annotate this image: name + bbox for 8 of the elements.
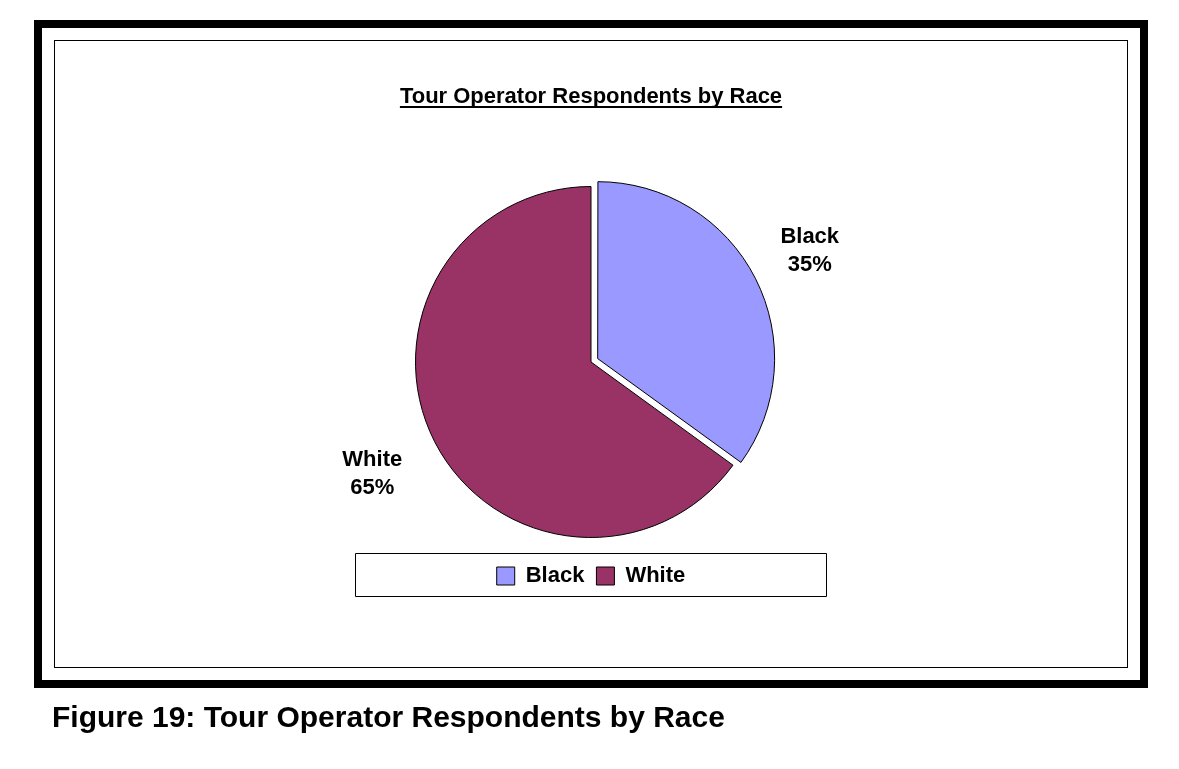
- slice-label: Black: [780, 222, 840, 248]
- caption: Figure 19: Tour Operator Respondents by Race: [52, 700, 725, 734]
- chart-title: Tour Operator Respondents by Race: [399, 83, 783, 108]
- slice-label: White: [342, 445, 403, 471]
- legend-label: Black: [525, 562, 586, 588]
- legend-label: White: [625, 562, 686, 588]
- data-label: 65%: [350, 473, 395, 499]
- data-label: 35%: [787, 250, 832, 276]
